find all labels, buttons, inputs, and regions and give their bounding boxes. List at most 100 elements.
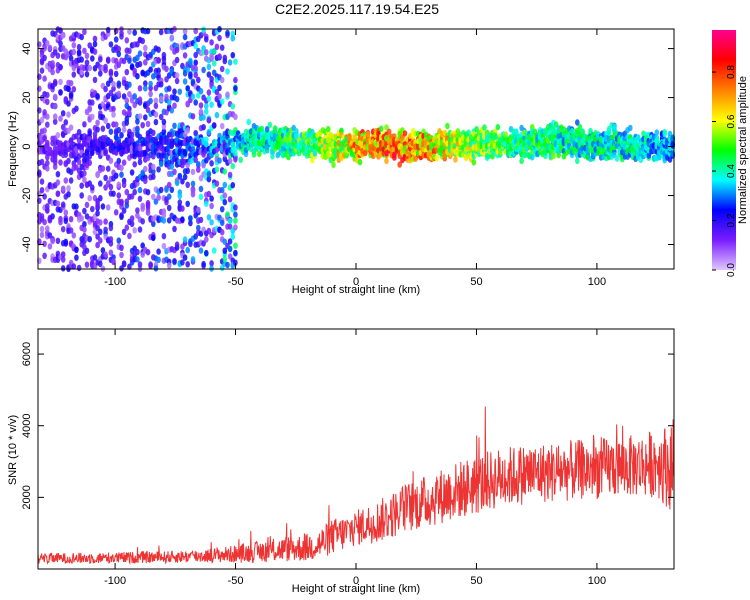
spectrogram-cell bbox=[132, 227, 137, 234]
spectrogram-cell bbox=[100, 247, 106, 254]
spectrogram-cell bbox=[233, 156, 238, 163]
spectrogram-cell bbox=[233, 150, 238, 158]
snr-y-tick-label: 6000 bbox=[21, 342, 33, 366]
spectrogram-cell bbox=[45, 113, 50, 120]
spectrogram-cell bbox=[52, 113, 58, 120]
spectrogram-cell bbox=[217, 84, 222, 92]
spectrogram-cell bbox=[222, 199, 228, 206]
spectrogram-cell bbox=[169, 107, 175, 114]
spectrogram-cell bbox=[148, 97, 153, 105]
spectrogram-cell bbox=[87, 236, 92, 243]
spectrogram-cell bbox=[95, 126, 100, 133]
spectrogram-cell bbox=[55, 171, 61, 178]
spectrogram-cell bbox=[227, 238, 233, 245]
spectrogram-cell bbox=[151, 163, 156, 171]
colorbar-tick-label: 0.8 bbox=[726, 65, 737, 79]
spectrogram-cell bbox=[76, 43, 82, 51]
spectrogram-cell bbox=[121, 228, 127, 236]
spectrogram-cell bbox=[119, 244, 124, 251]
spectrogram-cell bbox=[82, 28, 87, 36]
spectrogram-cell bbox=[514, 128, 519, 136]
spectrogram-cell bbox=[116, 181, 122, 188]
spectrogram-cell bbox=[198, 185, 204, 193]
spectrogram-cell bbox=[68, 124, 74, 131]
spectrogram-cell bbox=[116, 157, 122, 165]
spectrogram-cell bbox=[60, 256, 66, 263]
spectrogram-cell bbox=[39, 213, 45, 220]
spectrogram-cell bbox=[143, 165, 148, 173]
spectrogram-cell bbox=[206, 214, 212, 221]
spectrogram-cell bbox=[206, 116, 212, 124]
spectrogram-cell bbox=[68, 227, 74, 234]
spectrogram-cell bbox=[174, 46, 180, 54]
spectrogram-cell bbox=[193, 99, 198, 106]
spectrogram-cell bbox=[182, 149, 188, 157]
spectrogram-cell bbox=[238, 156, 243, 163]
snr-series-line bbox=[37, 406, 675, 565]
spectrogram-cell bbox=[230, 52, 236, 59]
spectrogram-cell bbox=[143, 80, 148, 87]
spectrogram-cell bbox=[143, 177, 148, 185]
spectrogram-cell bbox=[148, 80, 153, 88]
spectrogram-cell bbox=[129, 193, 135, 200]
spectrogram-cell bbox=[42, 240, 47, 247]
spectrogram-cell bbox=[45, 165, 50, 172]
spectrogram-cell bbox=[127, 232, 132, 240]
spectrogram-cell bbox=[219, 206, 225, 213]
spectrogram-cell bbox=[164, 199, 169, 206]
spectrogram-cell bbox=[124, 188, 130, 196]
snr-y-tick-label: 2000 bbox=[21, 485, 33, 509]
spectrogram-cell bbox=[161, 123, 167, 130]
spectrogram-cell bbox=[156, 57, 161, 64]
spectrogram-cell bbox=[543, 152, 548, 160]
spectrogram-cell bbox=[190, 168, 196, 176]
spectrogram-cell bbox=[105, 122, 111, 130]
spectrogram-cell bbox=[190, 93, 196, 100]
spectrogram-cell bbox=[129, 220, 135, 227]
spectrogram-cell bbox=[52, 102, 58, 110]
spectrogram-cell bbox=[190, 180, 196, 187]
spectrogram-cell bbox=[166, 204, 172, 212]
spectrogram-cell bbox=[182, 131, 188, 138]
spectrogram-cell bbox=[135, 256, 140, 263]
snr-x-tick-label: 0 bbox=[353, 575, 359, 587]
spectrogram-cell bbox=[79, 182, 84, 189]
spectrogram-cell bbox=[39, 178, 45, 185]
spectrogram-cell bbox=[164, 65, 169, 73]
spectrogram-cell bbox=[204, 49, 209, 56]
spectrogram-cell bbox=[58, 159, 63, 166]
spectrogram-cell bbox=[143, 59, 148, 66]
spectrogram-cell bbox=[190, 78, 196, 85]
spectrogram-cell bbox=[230, 103, 236, 110]
spectrogram-cell bbox=[325, 125, 331, 133]
colorbar-ticks: 0.0 0.2 0.4 0.6 0.8 bbox=[712, 65, 737, 277]
spectrogram-cell bbox=[148, 262, 153, 270]
spectrogram-cell bbox=[233, 113, 238, 121]
spectrogram-cell bbox=[227, 217, 233, 225]
spectrogram-cell bbox=[204, 249, 209, 257]
spectrogram-cell bbox=[137, 85, 143, 92]
spectrogram-x-tick-label: 50 bbox=[470, 276, 482, 288]
spectrogram-cell bbox=[63, 177, 69, 184]
spectrogram-cell bbox=[201, 260, 206, 268]
spectrogram-cell bbox=[445, 122, 450, 130]
spectrogram-cell bbox=[140, 205, 145, 212]
spectrogram-cell bbox=[174, 95, 180, 103]
spectrogram-cell bbox=[363, 149, 368, 157]
spectrogram-cell bbox=[98, 237, 103, 244]
spectrogram-cell bbox=[68, 92, 74, 99]
spectrogram-cell bbox=[127, 57, 132, 64]
spectrogram-cell bbox=[331, 161, 336, 169]
spectrogram-cell bbox=[198, 216, 204, 224]
spectrogram-cell bbox=[79, 68, 84, 76]
spectrogram-cell bbox=[158, 186, 164, 194]
spectrogram-cell bbox=[55, 132, 61, 139]
spectrogram-y-tick-label: -20 bbox=[21, 188, 33, 204]
spectrogram-cell bbox=[60, 251, 66, 258]
spectrogram-cell bbox=[100, 165, 106, 172]
spectrogram-cell bbox=[39, 187, 45, 194]
spectrogram-cell bbox=[74, 254, 79, 261]
spectrogram-cell bbox=[193, 156, 198, 163]
spectrogram-cell bbox=[90, 184, 95, 191]
spectrogram-cell bbox=[145, 120, 151, 128]
